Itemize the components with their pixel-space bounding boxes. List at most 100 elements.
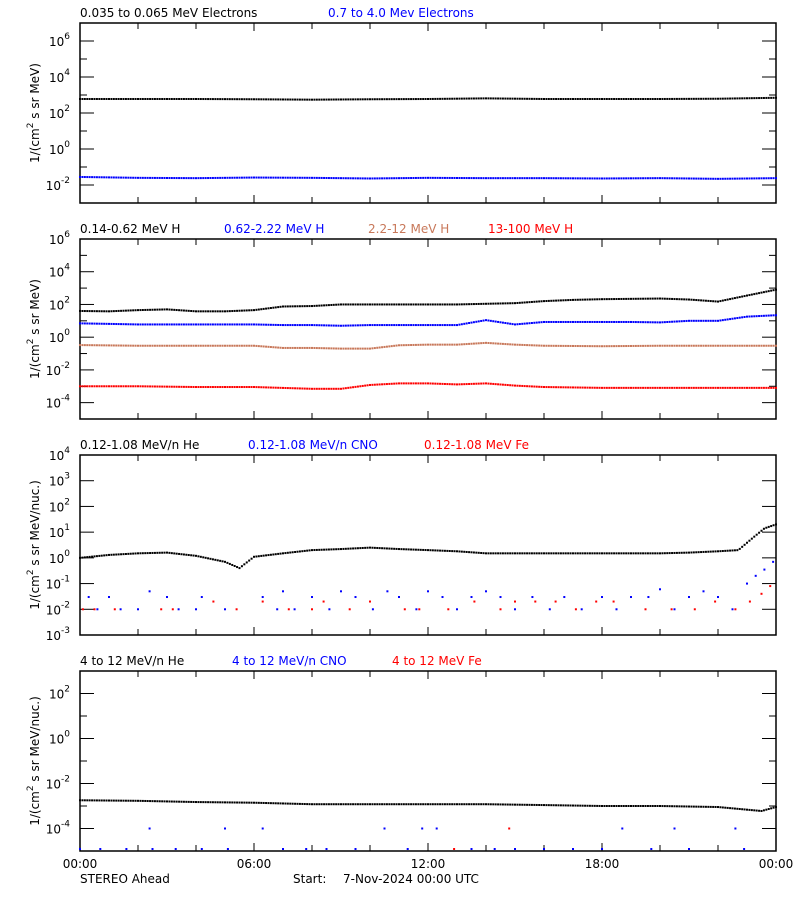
data-point	[347, 324, 350, 327]
data-point	[528, 385, 531, 388]
data-point	[352, 347, 355, 350]
data-point	[320, 803, 323, 806]
data-point	[117, 799, 120, 802]
data-point	[342, 177, 345, 180]
data-point	[120, 323, 123, 326]
data-point	[477, 551, 480, 554]
data-point	[354, 177, 357, 180]
data-point	[646, 344, 649, 347]
data-point	[267, 176, 270, 179]
data-point	[359, 98, 362, 101]
data-point	[158, 323, 161, 326]
data-point	[719, 97, 722, 100]
data-point	[692, 97, 695, 100]
data-point	[632, 805, 635, 807]
data-point	[265, 323, 268, 326]
data-point	[185, 553, 188, 556]
data-point	[630, 386, 632, 389]
data-point	[400, 177, 403, 180]
data-point	[228, 562, 231, 565]
data-point	[238, 386, 241, 389]
data-point	[642, 97, 645, 100]
data-point	[690, 551, 693, 554]
data-point	[149, 344, 152, 347]
data-point	[356, 98, 359, 101]
data-point	[654, 177, 657, 180]
data-point	[388, 324, 391, 327]
data-point	[88, 322, 91, 325]
data-point	[282, 590, 284, 593]
data-point	[770, 386, 773, 389]
data-point	[530, 300, 533, 303]
data-point	[88, 97, 91, 100]
data-point	[588, 298, 591, 301]
data-point	[269, 307, 272, 310]
data-point	[579, 97, 582, 100]
data-point	[540, 321, 543, 324]
data-point	[81, 799, 84, 802]
data-point	[688, 596, 690, 599]
data-point	[547, 804, 550, 807]
data-point	[465, 322, 468, 325]
data-point	[717, 550, 719, 553]
data-point	[378, 324, 381, 327]
data-point	[267, 345, 270, 348]
data-point	[746, 541, 748, 544]
data-point	[584, 804, 587, 807]
data-point	[627, 552, 630, 555]
data-point	[760, 529, 763, 532]
data-point	[596, 298, 599, 301]
y-tick-label: 104	[49, 263, 70, 280]
data-point	[506, 803, 509, 806]
data-point	[190, 800, 193, 803]
data-point	[269, 386, 272, 389]
data-point	[523, 301, 526, 304]
data-point	[340, 324, 342, 327]
data-point	[487, 552, 490, 555]
data-point	[323, 548, 326, 551]
data-point	[257, 345, 260, 348]
data-point	[545, 386, 548, 389]
data-point	[545, 97, 548, 100]
data-point	[243, 344, 246, 347]
data-point	[451, 383, 454, 386]
data-point	[622, 552, 625, 555]
data-point	[562, 344, 565, 347]
data-point	[499, 321, 502, 324]
data-point	[323, 387, 326, 390]
data-point	[472, 303, 475, 306]
data-point	[352, 98, 355, 101]
data-point	[700, 805, 703, 808]
data-point	[588, 804, 591, 807]
data-point	[168, 385, 171, 388]
data-point	[262, 323, 265, 326]
data-point	[436, 803, 439, 806]
data-point	[726, 386, 729, 389]
data-point	[659, 297, 661, 300]
data-point	[741, 545, 744, 548]
data-point	[439, 803, 442, 806]
data-point	[608, 552, 611, 555]
data-point	[463, 322, 466, 325]
data-point	[659, 97, 661, 100]
data-point	[361, 98, 364, 101]
data-point	[750, 177, 753, 180]
data-point	[729, 318, 732, 321]
data-point	[598, 386, 601, 389]
data-point	[707, 177, 710, 180]
data-point	[572, 848, 574, 850]
data-point	[644, 97, 647, 100]
data-point	[497, 320, 500, 323]
data-point	[535, 177, 538, 180]
data-point	[501, 321, 504, 324]
data-point	[95, 344, 98, 347]
data-point	[327, 803, 330, 806]
data-point	[286, 324, 289, 327]
data-point	[168, 97, 171, 100]
data-point	[216, 98, 219, 101]
data-point	[306, 324, 309, 327]
data-point	[185, 344, 188, 347]
data-point	[509, 803, 512, 806]
data-point	[709, 386, 712, 389]
data-point	[683, 298, 686, 301]
